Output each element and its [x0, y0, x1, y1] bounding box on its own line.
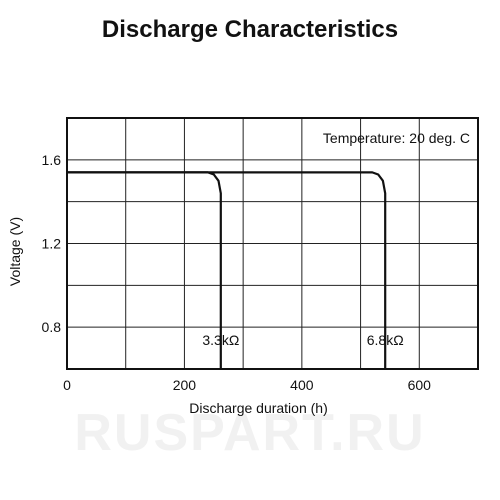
plot-frame	[66, 117, 479, 370]
x-tick-labels: 0 200 400 600	[63, 377, 431, 393]
x-tick-label: 200	[173, 377, 197, 393]
y-tick-label: 1.2	[42, 236, 62, 252]
y-tick-label: 1.6	[42, 152, 62, 168]
series-label: 3.3kΩ	[202, 332, 239, 348]
series-group	[67, 171, 387, 369]
x-tick-label: 0	[63, 377, 71, 393]
series-labels: 3.3kΩ 6.8kΩ	[202, 332, 403, 348]
x-tick-label: 600	[408, 377, 432, 393]
grid	[67, 118, 478, 369]
x-tick-label: 400	[290, 377, 314, 393]
y-tick-labels: 0.8 1.2 1.6	[42, 152, 62, 335]
y-axis-label: Voltage (V)	[7, 217, 23, 286]
y-tick-label: 0.8	[42, 319, 62, 335]
series-label: 6.8kΩ	[367, 332, 404, 348]
temperature-annotation: Temperature: 20 deg. C	[323, 130, 470, 146]
watermark-text: RUSPART.RU	[74, 404, 425, 462]
chart-title: Discharge Characteristics	[101, 16, 399, 43]
x-axis-label: Discharge duration (h)	[189, 400, 328, 416]
series-line	[67, 171, 387, 369]
